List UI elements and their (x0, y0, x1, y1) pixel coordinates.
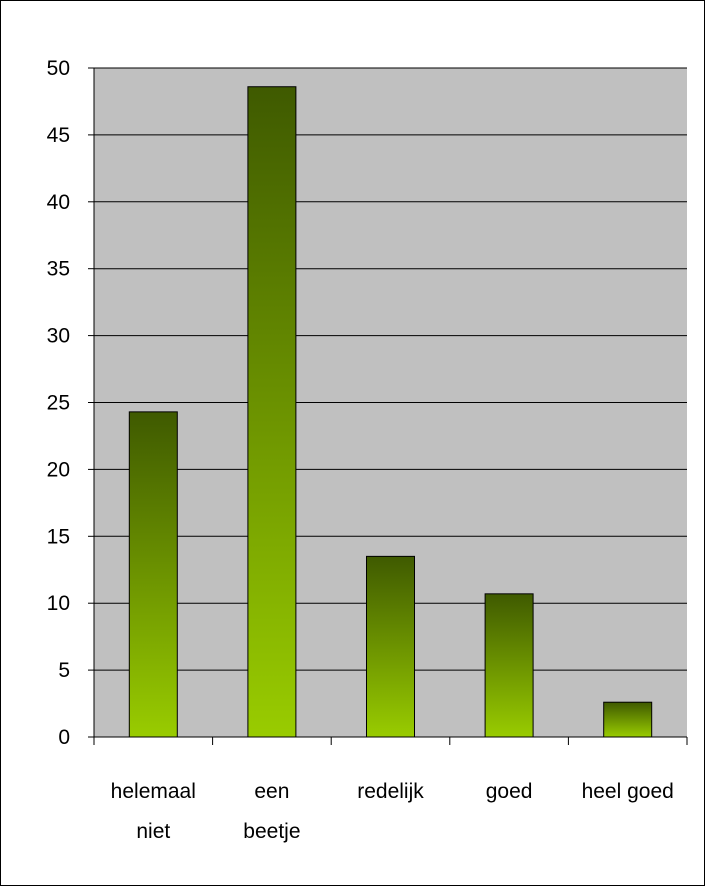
y-tick-label: 5 (58, 659, 70, 682)
x-category-label: heel goed (582, 780, 674, 803)
y-tick-label: 0 (58, 726, 70, 749)
y-tick-label: 50 (47, 57, 70, 80)
x-category-label: helemaal niet (111, 780, 196, 843)
y-tick-label: 25 (47, 392, 70, 415)
axes (88, 67, 688, 745)
bar (128, 411, 178, 738)
bar (484, 593, 534, 738)
y-tick-label: 35 (47, 258, 70, 281)
y-tick-label: 30 (47, 325, 70, 348)
y-tick-label: 40 (47, 191, 70, 214)
y-axis-tick-labels: 0 5 10 15 20 25 30 35 40 45 50 (47, 57, 70, 749)
y-tick-label: 20 (47, 458, 70, 481)
x-axis-category-labels: helemaal niet een beetje redelijk goed heel go… (111, 780, 674, 843)
x-category-label: redelijk (357, 780, 424, 803)
bars (128, 86, 653, 738)
bar (603, 701, 653, 738)
x-category-label: een beetje (243, 780, 300, 843)
bar (366, 555, 415, 738)
y-tick-label: 10 (47, 592, 70, 615)
x-category-label: goed (486, 780, 533, 803)
bar (247, 86, 297, 738)
y-tick-label: 15 (47, 525, 70, 548)
y-tick-label: 45 (47, 124, 70, 147)
